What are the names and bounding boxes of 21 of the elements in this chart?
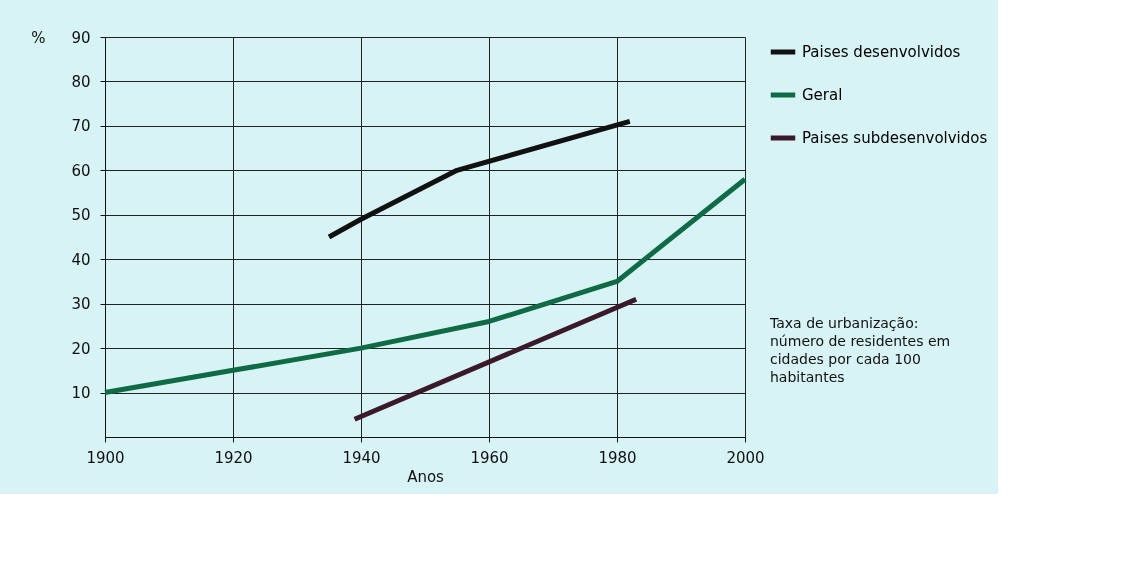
y-tick-label: 80 xyxy=(71,72,91,91)
y-tick-label: 70 xyxy=(71,117,91,136)
x-tick-label: 1920 xyxy=(214,448,253,467)
x-tick-label: 1980 xyxy=(598,448,637,467)
y-tick-label: 20 xyxy=(71,339,91,358)
x-tick-label: 1960 xyxy=(470,448,509,467)
legend-label: Paises subdesenvolvidos xyxy=(802,129,988,147)
x-tick-label: 2000 xyxy=(726,448,765,467)
x-tick-label: 1900 xyxy=(86,448,125,467)
x-axis-title: Anos xyxy=(407,467,445,486)
y-tick-label: 40 xyxy=(71,250,91,269)
y-tick-label: 50 xyxy=(71,206,91,225)
text: Taxa de urbanização: número de residentes em cidades por cada 100 habitantes xyxy=(769,315,951,385)
x-tick-label: 1940 xyxy=(342,448,381,467)
y-tick-label: 90 xyxy=(71,28,91,47)
y-axis-title: % xyxy=(31,28,46,47)
y-tick-label: 10 xyxy=(71,384,91,403)
legend-label: Paises desenvolvidos xyxy=(802,43,961,61)
y-tick-label: 30 xyxy=(71,295,91,314)
y-tick-label: 60 xyxy=(71,161,91,180)
legend-label: Geral xyxy=(802,86,843,104)
